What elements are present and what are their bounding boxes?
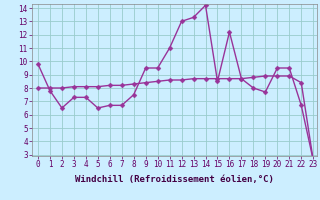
- X-axis label: Windchill (Refroidissement éolien,°C): Windchill (Refroidissement éolien,°C): [75, 175, 274, 184]
